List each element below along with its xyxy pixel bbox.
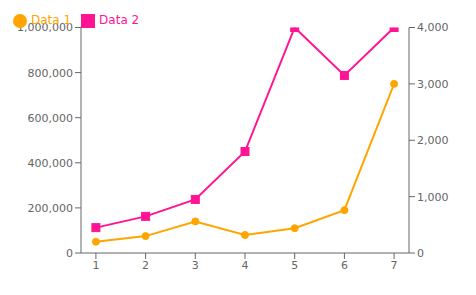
svg-text:4: 4	[242, 259, 249, 272]
svg-text:4,000: 4,000	[417, 21, 449, 34]
svg-text:0: 0	[417, 247, 424, 260]
svg-text:2: 2	[142, 259, 149, 272]
svg-text:200,000: 200,000	[28, 202, 74, 215]
svg-text:1,000: 1,000	[417, 191, 449, 204]
svg-text:800,000: 800,000	[28, 67, 74, 80]
svg-text:1: 1	[92, 259, 99, 272]
svg-text:2,000: 2,000	[417, 134, 449, 147]
svg-text:400,000: 400,000	[28, 157, 74, 170]
svg-text:6: 6	[341, 259, 348, 272]
svg-text:7: 7	[391, 259, 398, 272]
svg-text:3: 3	[192, 259, 199, 272]
svg-text:3,000: 3,000	[417, 78, 449, 91]
svg-text:5: 5	[291, 259, 298, 272]
svg-text:600,000: 600,000	[28, 112, 74, 125]
svg-text:0: 0	[66, 247, 73, 260]
svg-text:1,000,000: 1,000,000	[17, 21, 73, 34]
